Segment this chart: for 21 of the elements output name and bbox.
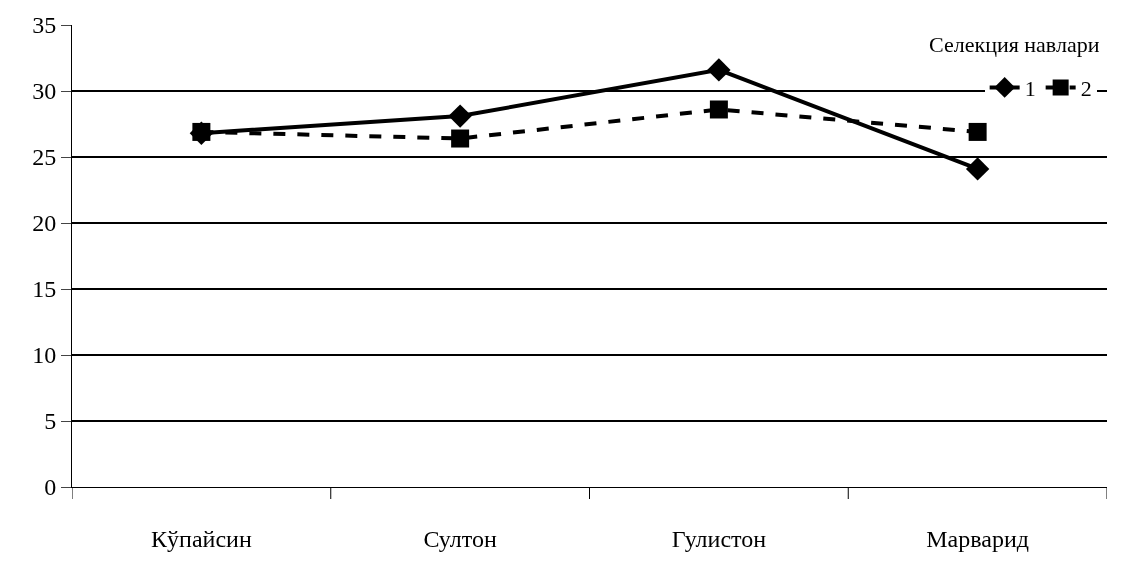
x-tick-label: Гулистон [671,525,767,552]
point [707,58,731,82]
point [968,122,987,141]
x-tick-label: Султон [423,525,497,552]
annotation: Селекция навлари [929,32,1100,57]
y-tick-label: 0 [44,474,57,501]
y-tick-label: 30 [32,78,57,105]
x-tick-label: Марварид [926,525,1029,552]
x-tick-label: Кўпайсин [151,525,252,552]
y-tick-label: 35 [32,12,57,39]
point [451,129,470,148]
y-tick-label: 25 [32,144,57,171]
point [709,100,728,119]
point [448,104,472,128]
y-tick-label: 10 [32,342,57,369]
y-tick-label: 15 [32,276,57,303]
y-tick-label: 5 [44,408,57,435]
legend-label: 2 [1080,75,1092,101]
y-tick-label: 20 [32,210,57,237]
point [965,157,990,181]
legend-label: 1 [1024,75,1036,101]
